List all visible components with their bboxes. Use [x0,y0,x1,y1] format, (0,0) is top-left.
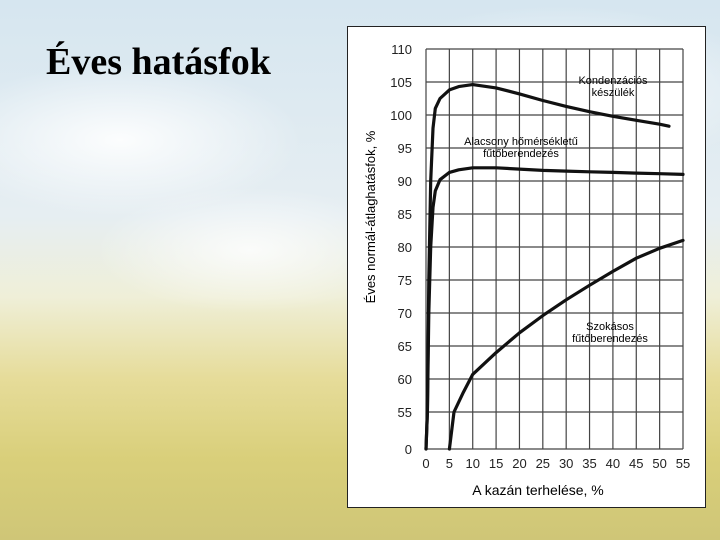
chart-svg: 0 55 60 65 70 75 80 85 90 95 100 105 110 0 5 10 15 20 25 3… [363,42,690,498]
x-tick-labels: 0 5 10 15 20 25 30 35 40 45 50 55 [422,456,690,471]
y-tick-label: 105 [390,75,412,90]
series-low-temp-line [424,166,685,451]
x-tick-label: 5 [446,456,453,471]
series-label-low-temp: Alacsony hőmérsékletű fűtőberendezés [464,136,578,160]
x-tick-label: 15 [489,456,503,471]
y-tick-label: 95 [398,141,412,156]
y-tick-label: 85 [398,207,412,222]
x-tick-label: 55 [676,456,690,471]
chart-panel: 0 55 60 65 70 75 80 85 90 95 100 105 110 0 5 10 15 20 25 3… [347,26,706,508]
x-tick-label: 20 [512,456,526,471]
y-tick-label: 0 [405,442,412,457]
series-condensing-line [424,83,671,451]
y-tick-label: 110 [391,42,412,57]
series-label-condensing: Kondenzációs készülék [578,75,648,99]
y-tick-label: 60 [398,372,412,387]
y-tick-label: 70 [398,306,412,321]
y-tick-label: 90 [398,174,412,189]
x-tick-label: 45 [629,456,643,471]
y-tick-label: 80 [398,240,412,255]
y-tick-label: 65 [398,339,412,354]
y-tick-label: 75 [398,273,412,288]
series-label-standard: Szokásos fűtőberendezés [572,321,648,345]
x-axis-label: A kazán terhelése, % [472,482,604,498]
x-tick-label: 0 [422,456,429,471]
series-labels: Kondenzációs készülék Alacsony hőmérsékle… [464,75,648,345]
y-tick-labels: 0 55 60 65 70 75 80 85 90 95 100 105 110 [390,42,412,457]
x-tick-label: 30 [559,456,573,471]
y-tick-label: 100 [390,108,412,123]
x-tick-label: 25 [536,456,550,471]
x-tick-label: 40 [606,456,620,471]
series-standard-line [447,238,685,451]
x-tick-label: 35 [582,456,596,471]
y-tick-label: 55 [398,405,412,420]
x-tick-label: 50 [652,456,666,471]
series-lines [424,83,685,451]
y-axis-label: Éves normál-átlaghatásfok, % [363,130,378,303]
x-tick-label: 10 [465,456,479,471]
slide-title: Éves hatásfok [46,41,271,83]
